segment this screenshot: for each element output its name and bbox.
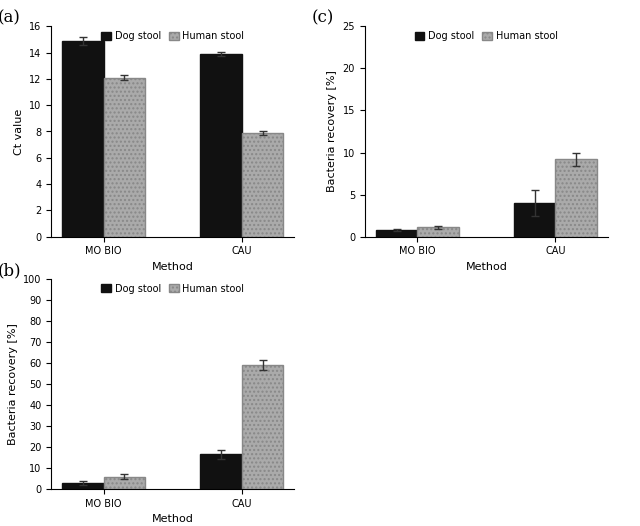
Legend: Dog stool, Human stool: Dog stool, Human stool [101, 31, 244, 41]
Bar [376, 230, 417, 237]
Bar [104, 477, 145, 489]
Bar [62, 41, 104, 237]
Text: (b): (b) [0, 262, 21, 279]
Bar [200, 54, 242, 237]
Y-axis label: Bacteria recovery [%]: Bacteria recovery [%] [327, 70, 337, 193]
Bar [417, 227, 459, 237]
Bar [242, 133, 284, 237]
Y-axis label: Ct value: Ct value [13, 108, 24, 155]
Bar [104, 77, 145, 237]
X-axis label: Method: Method [465, 262, 508, 272]
X-axis label: Method: Method [152, 514, 194, 524]
Bar [200, 454, 242, 489]
Text: (c): (c) [311, 9, 333, 26]
X-axis label: Method: Method [152, 262, 194, 272]
Legend: Dog stool, Human stool: Dog stool, Human stool [101, 284, 244, 294]
Bar [242, 365, 284, 489]
Legend: Dog stool, Human stool: Dog stool, Human stool [415, 31, 558, 41]
Bar [62, 483, 104, 489]
Y-axis label: Bacteria recovery [%]: Bacteria recovery [%] [8, 323, 17, 445]
Bar [514, 203, 556, 237]
Bar [556, 159, 597, 237]
Text: (a): (a) [0, 9, 20, 26]
